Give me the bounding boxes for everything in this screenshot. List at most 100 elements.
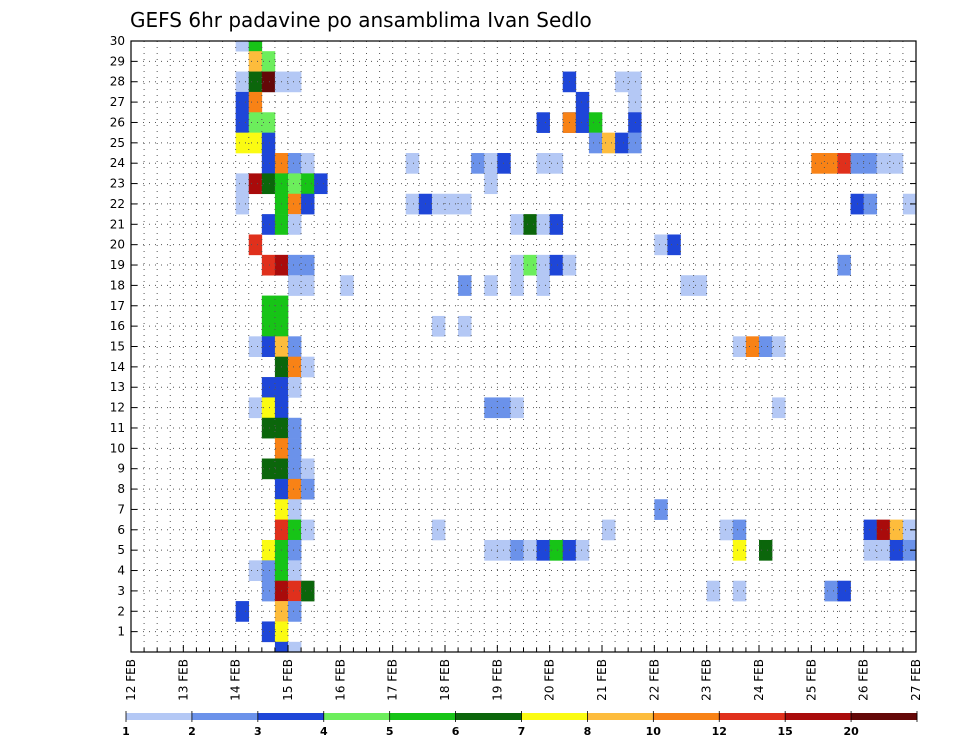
y-tick-label: 1 [117, 625, 125, 639]
colorbar-swatch [851, 713, 918, 720]
heatmap-cell [248, 173, 263, 195]
x-tick-label: 27 FEB [909, 659, 923, 701]
heatmap-cell [301, 153, 315, 174]
heatmap-cell [745, 336, 760, 357]
colorbar-swatch [389, 713, 456, 720]
y-tick-label: 23 [110, 177, 125, 191]
heatmap-cell [288, 254, 302, 276]
colorbar-swatch [191, 713, 259, 720]
heatmap-cell [445, 193, 459, 215]
heatmap-cell [889, 153, 904, 174]
heatmap-cell [732, 539, 747, 561]
heatmap-cell [889, 539, 904, 561]
heatmap-cell [248, 112, 263, 133]
y-tick-label: 20 [110, 238, 125, 252]
heatmap-cell [301, 580, 315, 602]
heatmap-cell [288, 71, 302, 93]
heatmap-cell [484, 153, 498, 174]
heatmap-cell [261, 173, 276, 195]
x-tick-label: 25 FEB [804, 659, 818, 701]
colorbar-swatch [455, 713, 522, 720]
heatmap-cell [301, 356, 315, 378]
heatmap-cell [261, 336, 276, 357]
x-tick-label: 26 FEB [857, 659, 871, 701]
x-tick-label: 12 FEB [124, 659, 138, 701]
heatmap-cell [628, 71, 642, 93]
heatmap-cell [759, 336, 773, 357]
heatmap-cell [261, 560, 276, 582]
heatmap-cell [902, 519, 917, 541]
heatmap-cell [301, 173, 315, 195]
heatmap-cell [288, 580, 302, 602]
heatmap-cell [824, 580, 838, 602]
heatmap-cell [680, 275, 694, 296]
heatmap-cell [732, 519, 747, 541]
heatmap-cell [248, 397, 263, 419]
heatmap-cell [235, 41, 250, 52]
heatmap-cell [588, 132, 603, 154]
colorbar-label: 7 [518, 725, 526, 738]
y-tick-label: 7 [117, 502, 125, 516]
heatmap-cell [431, 193, 446, 215]
heatmap-cell [261, 417, 276, 439]
colorbar-label: 10 [646, 725, 662, 738]
heatmap-cell [575, 91, 590, 113]
heatmap-cell [902, 539, 917, 561]
heatmap-cell [863, 153, 878, 174]
heatmap-cell [902, 193, 917, 215]
y-tick-label: 3 [117, 584, 125, 598]
heatmap-cell [248, 41, 263, 52]
heatmap-cell [549, 214, 564, 235]
heatmap-cell [824, 153, 838, 174]
heatmap-cell [288, 336, 302, 357]
y-tick-label: 24 [110, 156, 125, 170]
heatmap-cell [288, 499, 302, 520]
heatmap-cell [837, 254, 851, 276]
x-tick-label: 14 FEB [229, 659, 243, 701]
colorbar-swatch [653, 713, 720, 720]
y-tick-label: 4 [117, 564, 125, 578]
heatmap-cell [261, 51, 276, 72]
y-tick-label: 8 [117, 482, 125, 496]
heatmap-cell [719, 519, 734, 541]
heatmap-cell [235, 601, 250, 622]
x-tick-label: 22 FEB [647, 659, 661, 701]
heatmap-cell [288, 560, 302, 582]
heatmap-cell [510, 214, 524, 235]
heatmap-cell [261, 71, 276, 93]
y-tick-label: 2 [117, 604, 125, 618]
heatmap-cell [575, 539, 590, 561]
heatmap-cell [261, 315, 276, 337]
heatmap-cell [458, 193, 472, 215]
heatmap-cell [523, 214, 537, 235]
heatmap-cell [458, 315, 472, 337]
y-tick-label: 18 [110, 278, 125, 292]
heatmap-cell [837, 580, 851, 602]
colorbar-label: 8 [584, 725, 592, 738]
y-tick-label: 14 [110, 360, 125, 374]
plot-grid [131, 40, 916, 652]
heatmap-cell [431, 519, 446, 541]
heatmap-cell [772, 397, 786, 419]
heatmap-cell [536, 539, 550, 561]
y-tick-label: 19 [110, 258, 125, 272]
y-tick-label: 21 [110, 217, 125, 231]
heatmap-cell [863, 519, 878, 541]
colorbar-label: 6 [452, 725, 460, 738]
heatmap-cell [235, 71, 250, 93]
heatmap-cell [261, 580, 276, 602]
heatmap-cell [261, 458, 276, 480]
x-tick-label: 24 FEB [752, 659, 766, 701]
heatmap-cell [615, 71, 629, 93]
heatmap-cell [497, 397, 511, 419]
heatmap-cell [863, 193, 878, 215]
heatmap-cell [288, 193, 302, 215]
heatmap-cell [301, 254, 315, 276]
heatmap-cell [248, 71, 263, 93]
heatmap-cell [772, 336, 786, 357]
heatmap-cell [471, 153, 485, 174]
heatmap-cell [248, 336, 263, 357]
heatmap-cell [549, 539, 564, 561]
colorbar-swatch [126, 713, 193, 720]
